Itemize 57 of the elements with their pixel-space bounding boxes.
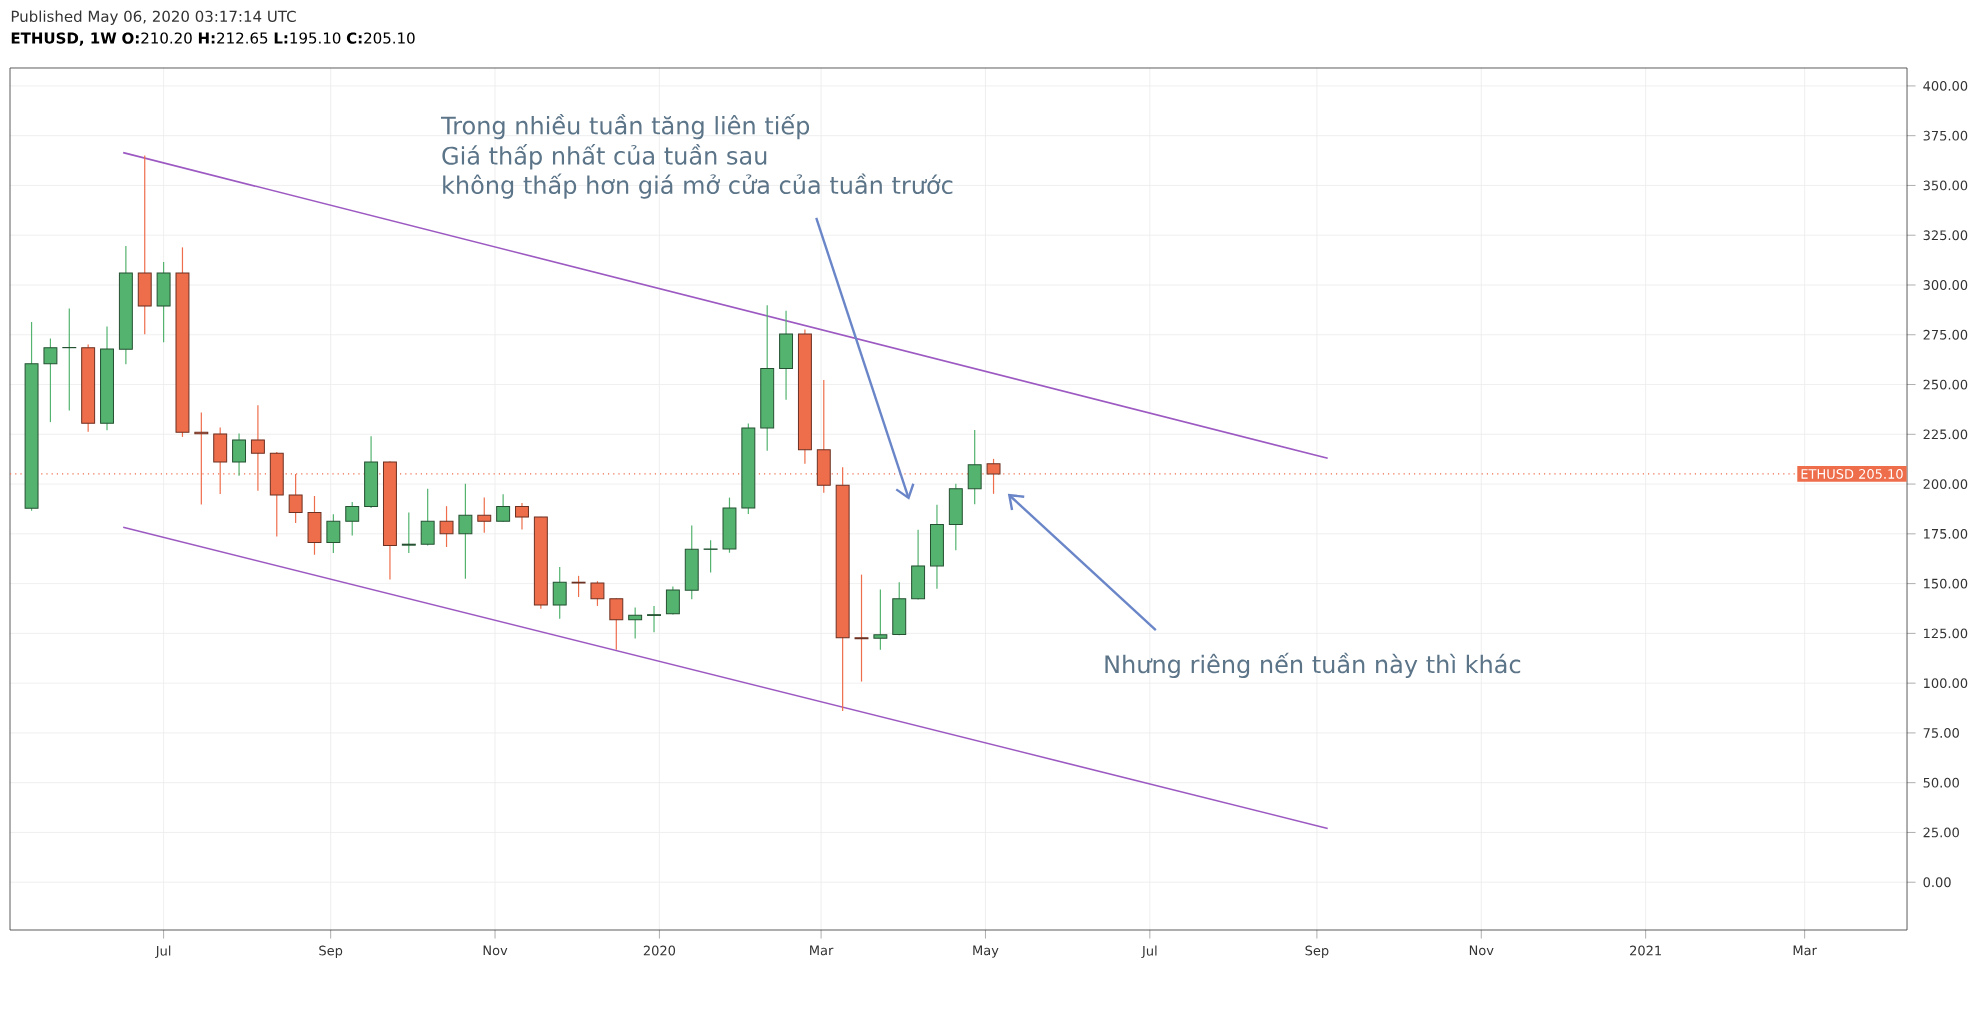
candlestick — [515, 502, 529, 531]
x-tick-label: Jul — [1141, 945, 1157, 959]
candlestick — [854, 574, 869, 683]
annotation: Nhưng riêng nến tuần này thì khác — [1105, 652, 1521, 679]
annotation: Trong nhiều tuần tăng liên tiếp — [440, 113, 810, 140]
y-tick-label: 175.00 — [1924, 528, 1968, 539]
y-tick-label: 125.00 — [1924, 628, 1968, 639]
y-tick-label: 400.00 — [1923, 81, 1968, 91]
y-tick-label: 375.00 — [1923, 130, 1968, 141]
annotation: Giá thấp nhất của tuần sau — [442, 144, 767, 170]
candlestick — [496, 493, 511, 523]
x-tick-label: May — [973, 945, 999, 958]
candlestick — [571, 575, 586, 598]
y-tick-label: 150.00 — [1924, 578, 1968, 589]
x-tick-label: Sep — [319, 945, 343, 958]
candlestick — [420, 488, 435, 546]
candlestick — [590, 580, 605, 607]
candlestick — [458, 483, 473, 580]
candlestick — [477, 496, 492, 534]
chart-title: ETHUSD, 1W O:210.20 H:212.65 L:195.10 C:205.10 — [11, 32, 415, 46]
candlestick — [43, 337, 58, 423]
x-tick-label: Jul — [155, 945, 171, 959]
y-tick-label: 225.00 — [1923, 429, 1968, 440]
y-tick-label: 50.00 — [1923, 777, 1959, 788]
x-tick-label: Sep — [1305, 945, 1329, 958]
y-tick-label: 25.00 — [1923, 827, 1959, 838]
x-tick-label: Nov — [483, 945, 508, 956]
candlestick — [967, 429, 982, 505]
y-tick-label: 75.00 — [1923, 728, 1959, 738]
candlestick — [609, 597, 624, 651]
y-tick-label: 200.00 — [1923, 479, 1968, 489]
x-tick-label: 2020 — [643, 945, 676, 956]
y-tick-label: 0.00 — [1923, 877, 1951, 888]
x-tick-label: Mar — [810, 945, 834, 956]
x-tick-label: Nov — [1469, 945, 1494, 956]
candlestick — [703, 539, 718, 574]
candlestick — [326, 513, 341, 554]
candlestick — [552, 566, 567, 620]
candlestick — [647, 605, 661, 633]
candlestick — [345, 501, 360, 537]
annotation: không thấp hơn giá mở cửa của tuần trước — [443, 173, 953, 199]
candlestick — [628, 606, 643, 640]
y-tick-label: 275.00 — [1923, 329, 1968, 340]
x-tick-label: 2021 — [1630, 945, 1661, 956]
x-tick-label: Mar — [1793, 945, 1817, 956]
candlestick — [665, 585, 680, 616]
y-tick-label: 350.00 — [1923, 180, 1968, 191]
candlestick — [232, 432, 247, 477]
y-tick-label: 300.00 — [1923, 280, 1968, 290]
candlestick — [401, 511, 416, 554]
chart-subtitle: Published May 06, 2020 03:17:14 UTC — [11, 10, 296, 25]
y-tick-label: 100.00 — [1924, 678, 1968, 689]
candlestick — [439, 505, 454, 548]
y-tick-label: 325.00 — [1923, 230, 1968, 241]
ref-line-label: ETHUSD 205.10 — [1801, 469, 1903, 479]
candlestick — [873, 588, 888, 651]
y-tick-label: 250.00 — [1923, 379, 1968, 390]
